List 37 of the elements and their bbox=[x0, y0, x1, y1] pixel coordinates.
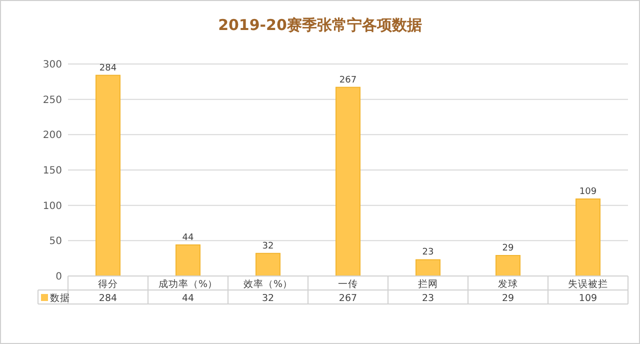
data-label: 267 bbox=[339, 75, 357, 86]
legend-label: 数据 bbox=[50, 292, 70, 304]
x-tick-label: 拦网 bbox=[418, 278, 438, 290]
data-label: 284 bbox=[99, 63, 117, 74]
text: 109 bbox=[578, 293, 598, 304]
text: 29 bbox=[502, 293, 514, 304]
bar bbox=[496, 255, 520, 276]
data-label: 109 bbox=[579, 186, 597, 197]
x-tick-label: 一传 bbox=[338, 279, 358, 290]
text: 23 bbox=[422, 293, 434, 304]
x-tick-label: 成功率（%） bbox=[158, 278, 218, 290]
y-tick-label: 200 bbox=[42, 130, 62, 142]
data-label: 44 bbox=[182, 232, 194, 243]
text: 267 bbox=[338, 293, 358, 304]
bar bbox=[416, 259, 440, 276]
y-tick-label: 50 bbox=[49, 236, 62, 248]
text: 284 bbox=[98, 293, 118, 304]
bar bbox=[336, 86, 360, 276]
data-label: 29 bbox=[502, 244, 514, 254]
chart-title: 2019-20赛季张常宁各项数据 bbox=[218, 16, 422, 34]
y-tick-label: 150 bbox=[42, 166, 62, 176]
x-tick-label: 得分 bbox=[98, 278, 118, 290]
x-tick-label: 效率（%） bbox=[243, 278, 293, 290]
y-tick-label: 0 bbox=[56, 272, 62, 282]
y-tick-label: 300 bbox=[42, 60, 62, 70]
x-tick-label: 发球 bbox=[498, 278, 518, 290]
x-tick-label: 失误被拦 bbox=[568, 278, 608, 290]
bar bbox=[576, 198, 600, 276]
bar bbox=[96, 74, 120, 276]
data-label: 32 bbox=[262, 241, 274, 252]
text: 44 bbox=[182, 293, 194, 304]
y-tick-label: 100 bbox=[42, 200, 62, 212]
bar bbox=[176, 244, 200, 276]
text: 32 bbox=[262, 293, 274, 304]
y-tick-label: 250 bbox=[42, 94, 62, 106]
data-label: 23 bbox=[422, 248, 434, 258]
bar bbox=[256, 252, 280, 276]
